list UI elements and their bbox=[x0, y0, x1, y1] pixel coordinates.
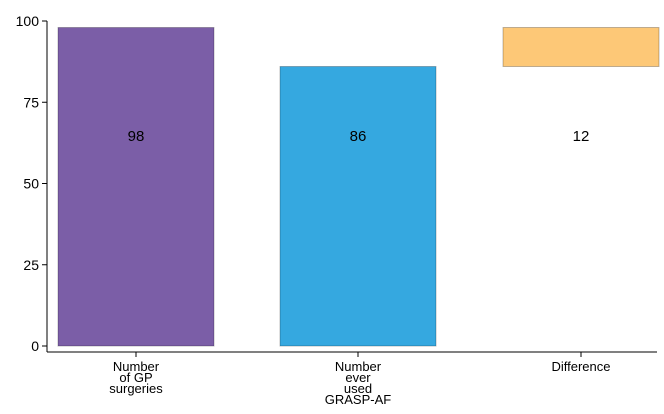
x-tick-label-line: GRASP-AF bbox=[325, 392, 392, 407]
y-tick-label: 50 bbox=[23, 176, 39, 192]
bar-value-label: 86 bbox=[350, 128, 367, 145]
y-tick-label: 0 bbox=[31, 338, 39, 354]
x-tick-label-line: ever bbox=[345, 370, 371, 385]
bar bbox=[57, 27, 215, 347]
x-tick-label-line: Number bbox=[113, 359, 160, 374]
x-tick-label: Difference bbox=[551, 359, 610, 374]
data-labels: 98 86 12 bbox=[128, 128, 590, 145]
x-tick-label-line: of GP bbox=[119, 370, 152, 385]
bar-value-label: 12 bbox=[573, 128, 590, 145]
x-tick-label: Number ever used GRASP-AF bbox=[325, 359, 392, 407]
y-tick-label: 75 bbox=[23, 94, 39, 110]
x-tick-label-line: Number bbox=[335, 359, 382, 374]
bars bbox=[57, 27, 660, 347]
y-tick-label: 100 bbox=[16, 13, 40, 29]
bar bbox=[279, 66, 437, 347]
x-tick-label-line: used bbox=[344, 381, 372, 396]
x-tick-label-line: surgeries bbox=[109, 381, 163, 396]
x-tick-label-line: Difference bbox=[551, 359, 610, 374]
x-tick-label: Number of GP surgeries bbox=[109, 359, 163, 396]
bar bbox=[502, 27, 660, 67]
y-axis: 0 25 50 75 100 bbox=[16, 13, 48, 354]
y-tick-label: 25 bbox=[23, 257, 39, 273]
bar-value-label: 98 bbox=[128, 128, 145, 145]
